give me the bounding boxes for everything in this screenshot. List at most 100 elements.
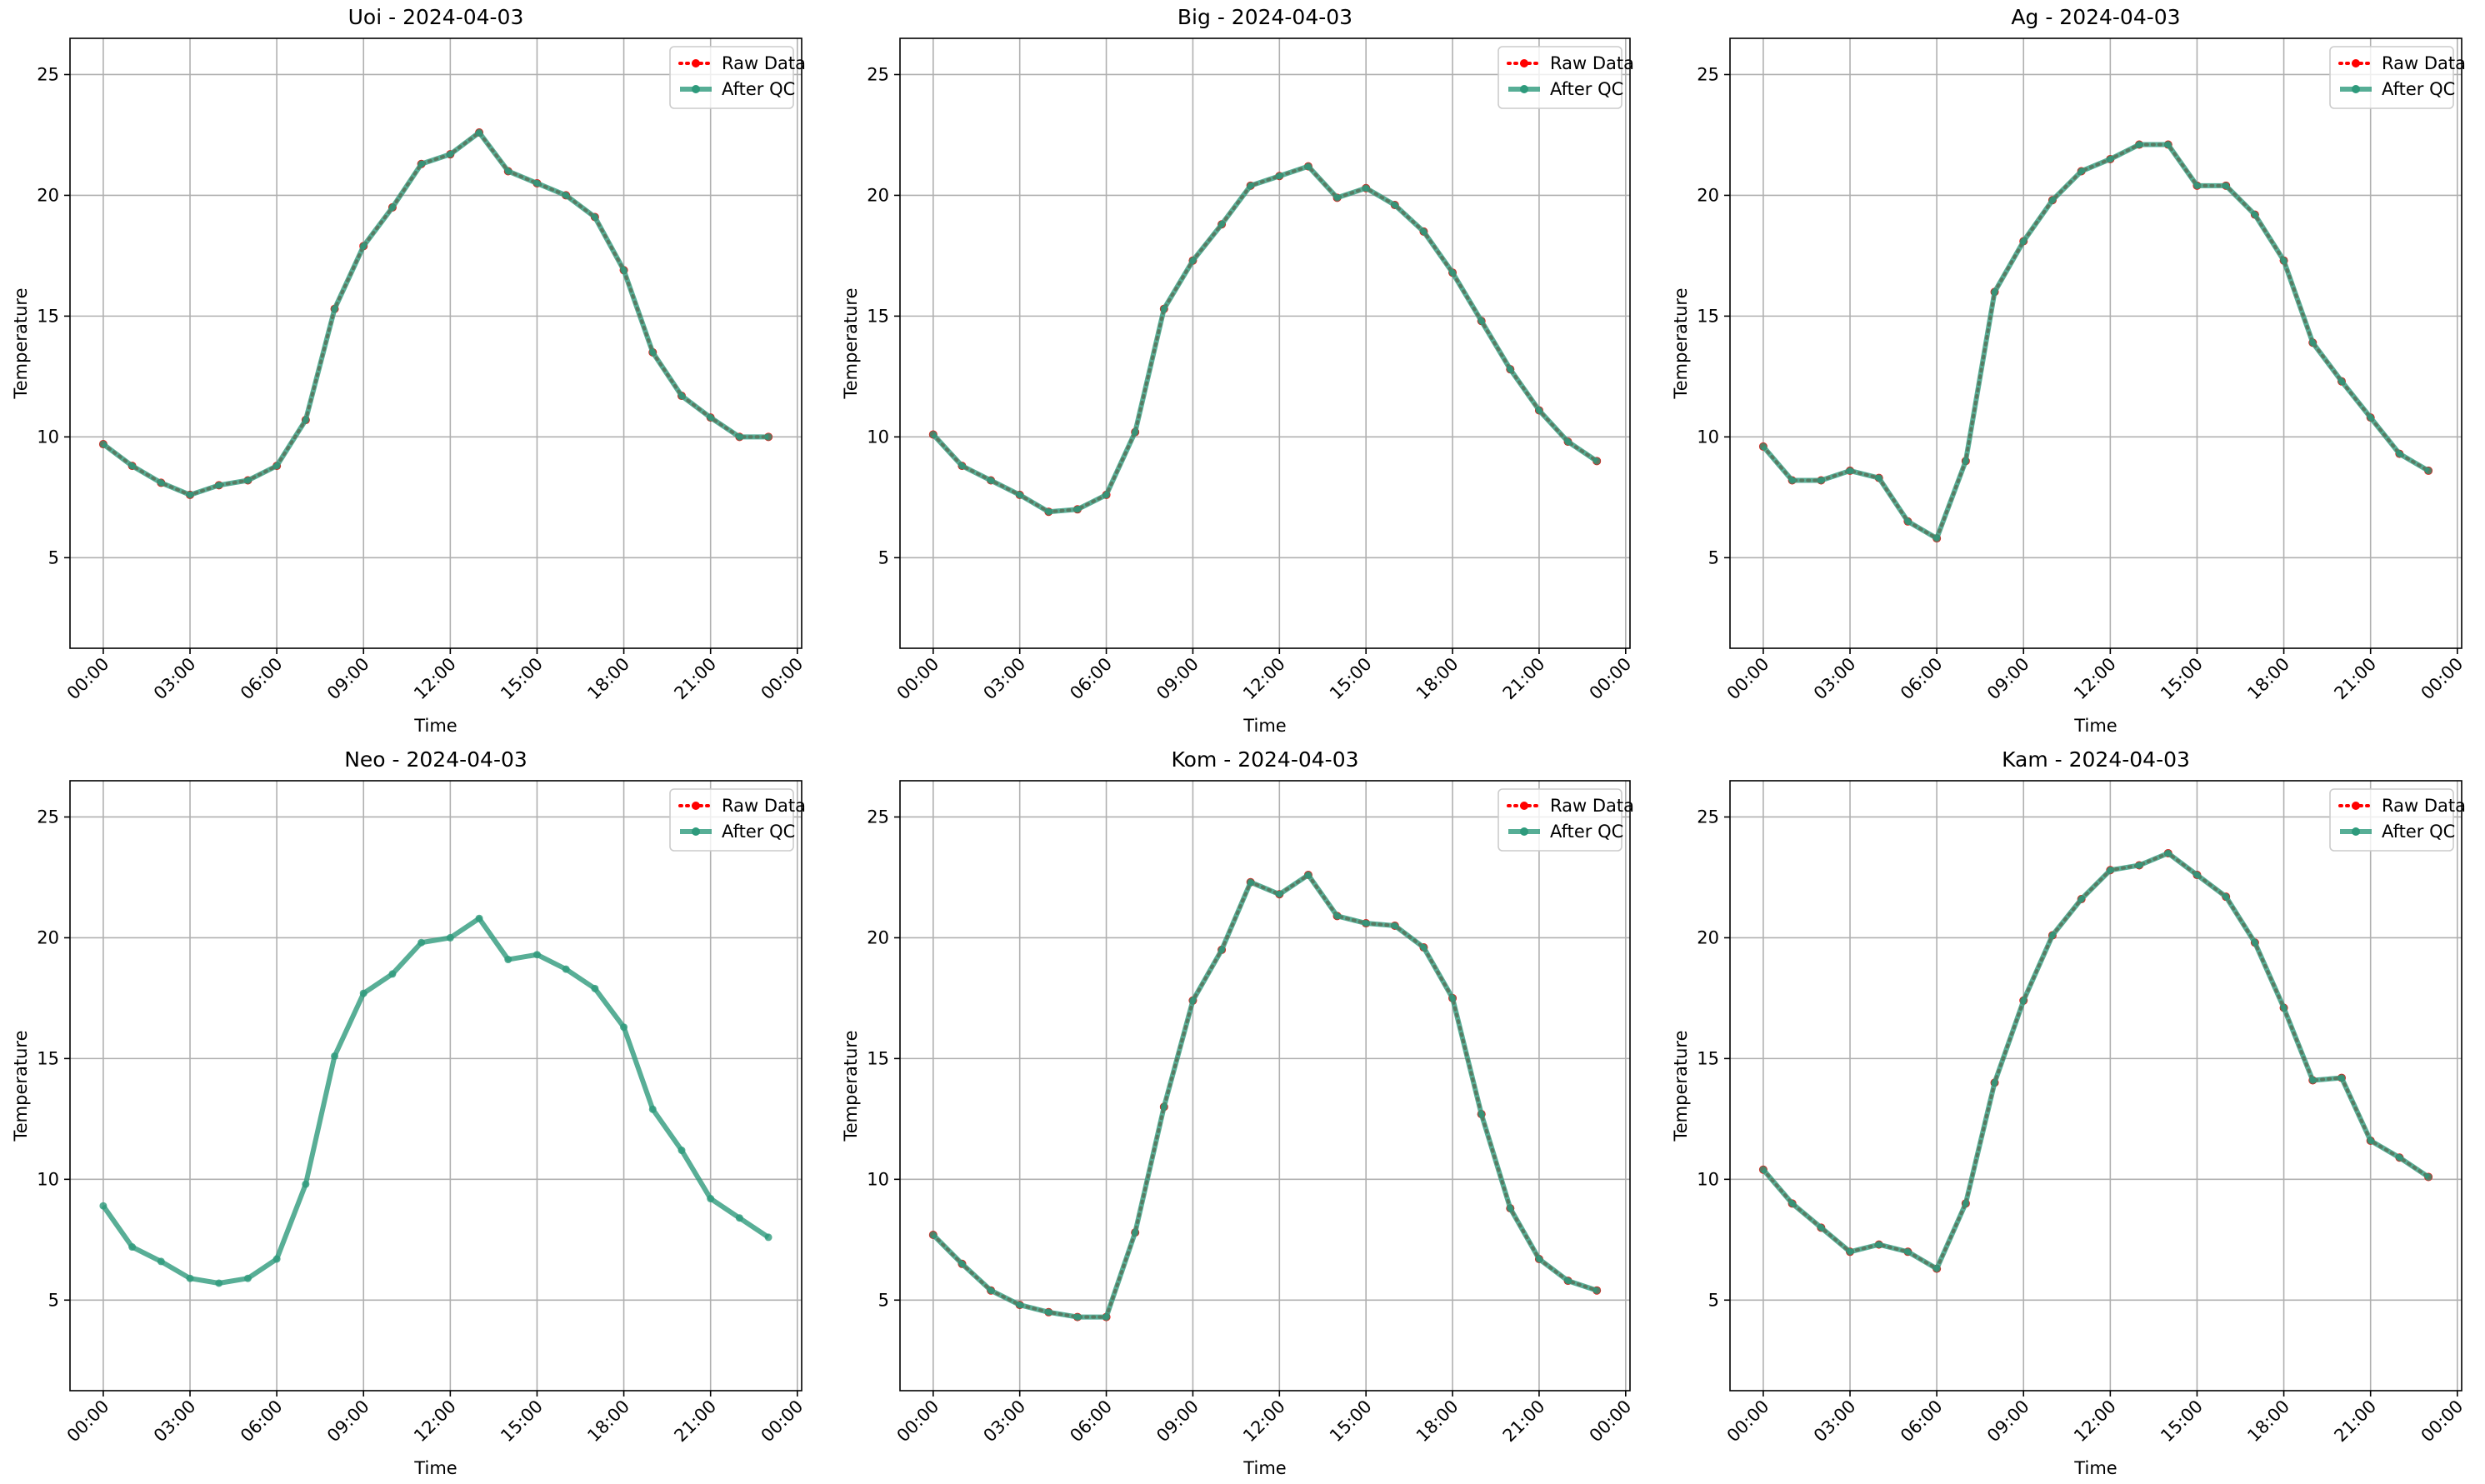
data-point xyxy=(2395,1153,2403,1162)
data-point xyxy=(2424,1172,2432,1181)
axes-frame xyxy=(1729,780,2462,1392)
data-point xyxy=(1102,1313,1111,1322)
x-tick-label: 21:00 xyxy=(2330,654,2380,704)
plot-area xyxy=(70,38,802,648)
plot-area xyxy=(1730,781,2462,1391)
data-point xyxy=(2106,155,2114,163)
data-point xyxy=(1564,1277,1572,1285)
data-point xyxy=(1817,1223,1825,1232)
subplot: 5 10 15 20 25 00:00 03:00 06:00 09:00 12:00 15:00 1… xyxy=(11,5,807,736)
y-tick-label: 10 xyxy=(867,427,889,447)
y-tick-label: 20 xyxy=(867,927,889,947)
axes-frame xyxy=(69,37,802,649)
axes-frame xyxy=(69,780,802,1392)
data-point xyxy=(1419,943,1428,952)
data-point xyxy=(1131,428,1139,437)
data-point xyxy=(1304,162,1312,171)
x-tick-label: 09:00 xyxy=(1983,654,2033,704)
plot-area xyxy=(1730,38,2462,648)
y-tick-label: 25 xyxy=(867,807,889,827)
y-tick-label: 10 xyxy=(37,1169,59,1189)
data-point xyxy=(1160,305,1168,313)
data-point xyxy=(591,213,599,222)
legend-label: After QC xyxy=(2382,79,2455,99)
y-tick-label: 10 xyxy=(37,427,59,447)
legend-label: Raw Data xyxy=(1550,53,1634,73)
y-tick-label: 10 xyxy=(867,1169,889,1189)
x-tick-label: 18:00 xyxy=(583,1397,633,1447)
x-tick-label: 21:00 xyxy=(1499,654,1549,704)
data-point xyxy=(2367,1137,2375,1145)
data-point xyxy=(1131,1228,1139,1237)
data-point xyxy=(475,128,483,137)
data-point xyxy=(1846,467,1854,475)
x-tick-label: 15:00 xyxy=(497,1397,547,1447)
x-tick-label: 06:00 xyxy=(1897,654,1947,704)
data-point xyxy=(2338,377,2346,386)
data-point xyxy=(2367,413,2375,422)
data-point xyxy=(2308,338,2317,347)
data-point xyxy=(958,1260,966,1268)
x-tick-label: 15:00 xyxy=(497,654,547,704)
data-point xyxy=(1218,220,1226,228)
series-line xyxy=(102,130,769,497)
data-point xyxy=(1188,997,1197,1005)
data-point xyxy=(1362,919,1370,927)
data-point xyxy=(2019,237,2028,246)
data-point xyxy=(99,1202,108,1210)
data-point xyxy=(1160,1102,1168,1111)
x-tick-label: 12:00 xyxy=(1239,654,1289,704)
x-tick-label: 00:00 xyxy=(1586,1397,1636,1447)
y-axis-label: Temperature xyxy=(1671,287,1691,399)
legend-label: Raw Data xyxy=(2382,53,2466,73)
y-tick-label: 20 xyxy=(867,185,889,205)
data-point xyxy=(272,1255,281,1263)
data-point xyxy=(1903,1247,1912,1256)
data-point xyxy=(1535,406,1543,414)
data-point xyxy=(2251,211,2259,219)
x-tick-label: 03:00 xyxy=(1810,1397,1860,1447)
data-point xyxy=(764,1233,772,1242)
data-point xyxy=(2048,932,2057,940)
data-point xyxy=(2019,997,2028,1005)
data-point xyxy=(2048,196,2057,204)
data-point xyxy=(1962,457,1970,465)
subplot: 5 10 15 20 25 00:00 03:00 06:00 09:00 12:00 15:00 1… xyxy=(841,747,1635,1478)
legend-label: Raw Data xyxy=(722,796,806,816)
x-axis-label: Time xyxy=(2073,1458,2117,1478)
data-point xyxy=(243,1274,252,1282)
legend-marker xyxy=(692,59,700,67)
data-point xyxy=(475,914,483,922)
x-tick-label: 09:00 xyxy=(1152,1397,1202,1447)
data-point xyxy=(1788,477,1797,485)
data-point xyxy=(678,392,686,400)
x-tick-label: 03:00 xyxy=(150,654,200,704)
data-point xyxy=(707,413,715,422)
data-point xyxy=(359,242,368,250)
x-tick-label: 18:00 xyxy=(2243,1397,2293,1447)
axes-frame xyxy=(1729,37,2462,649)
y-tick-label: 5 xyxy=(1708,1290,1719,1310)
plot-area xyxy=(900,38,1630,648)
x-axis-label: Time xyxy=(1242,1458,1286,1478)
y-axis-label: Temperature xyxy=(11,1030,31,1142)
legend-label: After QC xyxy=(1550,822,1623,842)
x-tick-label: 00:00 xyxy=(1723,654,1773,704)
y-tick-label: 15 xyxy=(1697,306,1719,326)
data-point xyxy=(1759,442,1768,451)
x-tick-label: 06:00 xyxy=(237,654,287,704)
chart-title: Uoi - 2024-04-03 xyxy=(348,5,524,29)
x-tick-label: 09:00 xyxy=(1152,654,1202,704)
legend-marker xyxy=(2352,59,2360,67)
y-tick-label: 5 xyxy=(1708,547,1719,567)
x-tick-label: 09:00 xyxy=(1983,1397,2033,1447)
data-point xyxy=(2078,167,2086,175)
data-point xyxy=(1304,871,1312,879)
plot-area xyxy=(900,781,1630,1391)
legend-label: Raw Data xyxy=(1550,796,1634,816)
data-point xyxy=(1044,507,1052,516)
x-tick-label: 00:00 xyxy=(1723,1397,1773,1447)
x-tick-label: 21:00 xyxy=(670,654,720,704)
legend-marker xyxy=(2352,802,2360,810)
